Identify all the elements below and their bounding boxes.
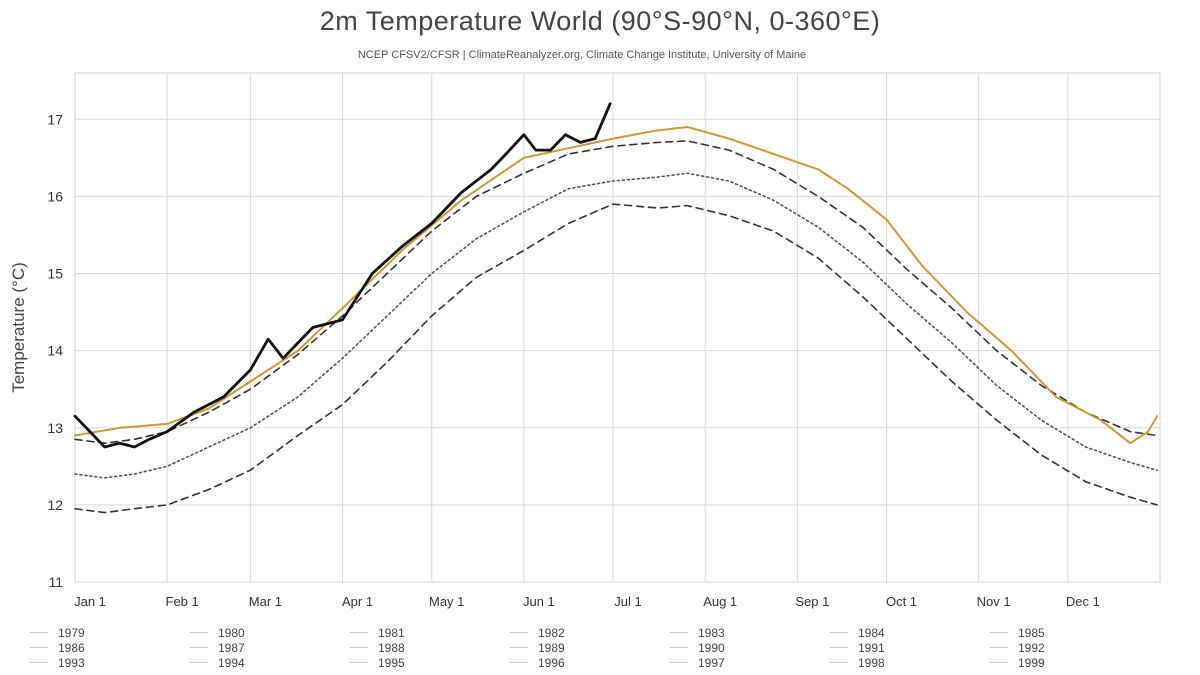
legend-swatch (830, 662, 848, 663)
current-year-line (73, 102, 612, 449)
legend-swatch (190, 662, 208, 663)
y-tick-label: 17 (47, 111, 63, 127)
legend-label: 1999 (1018, 656, 1045, 670)
legend-label: 1983 (698, 626, 725, 640)
legend-swatch (990, 647, 1008, 648)
x-tick-label: Oct 1 (886, 594, 917, 609)
legend-swatch (670, 662, 688, 663)
x-tick-label: Jun 1 (523, 594, 555, 609)
legend-label: 1998 (858, 656, 885, 670)
plot-area (74, 72, 1161, 583)
chart-subtitle: NCEP CFSV2/CFSR | ClimateReanalyzer.org,… (357, 49, 807, 61)
legend-label: 1981 (378, 626, 405, 640)
legend-label: 1987 (218, 641, 245, 655)
x-tick-label: Nov 1 (977, 594, 1011, 609)
x-tick-label: Mar 1 (249, 594, 282, 609)
legend-label: 1980 (218, 626, 245, 640)
x-tick-label: Dec 1 (1066, 594, 1100, 609)
legend-swatch (670, 647, 688, 648)
legend-swatch (510, 632, 528, 633)
legend-label: 1988 (378, 641, 405, 655)
legend-label: 1991 (858, 641, 885, 655)
x-tick-label: May 1 (429, 594, 464, 609)
legend-label: 1992 (1018, 641, 1045, 655)
legend-swatch (830, 632, 848, 633)
legend-swatch (510, 662, 528, 663)
legend-label: 1982 (538, 626, 565, 640)
legend-label: 1985 (1018, 626, 1045, 640)
legend-swatch (30, 632, 48, 633)
legend-swatch (670, 632, 688, 633)
legend-swatch (990, 632, 1008, 633)
legend-label: 1990 (698, 641, 725, 655)
legend-label: 1993 (58, 656, 85, 670)
highlight-year-line (74, 126, 1158, 445)
legend-swatch (350, 632, 368, 633)
legend-swatch (190, 632, 208, 633)
legend-label: 1996 (538, 656, 565, 670)
x-tick-label: Feb 1 (166, 594, 199, 609)
legend-label: 1989 (538, 641, 565, 655)
legend-swatch (30, 647, 48, 648)
y-tick-label: 11 (48, 574, 63, 590)
y-axis-label: Temperature (°C) (9, 262, 28, 393)
x-tick-label: Jan 1 (74, 594, 106, 609)
legend-swatch (990, 662, 1008, 663)
legend-swatch (830, 647, 848, 648)
chart-title: 2m Temperature World (90°S-90°N, 0-360°E… (319, 6, 881, 36)
legend-swatch (510, 647, 528, 648)
mean-line (74, 172, 1158, 479)
y-tick-label: 12 (47, 497, 63, 513)
legend-label: 1997 (698, 656, 725, 670)
y-tick-label: 14 (47, 343, 63, 359)
legend-swatch (190, 647, 208, 648)
legend-label: 1994 (218, 656, 245, 670)
y-tick-label: 16 (47, 188, 63, 204)
legend-label: 1979 (58, 626, 85, 640)
legend-label: 1986 (58, 641, 85, 655)
x-tick-label: Apr 1 (342, 594, 373, 609)
legend-label: 1995 (378, 656, 405, 670)
y-tick-label: 15 (47, 266, 63, 282)
x-tick-label: Sep 1 (795, 594, 829, 609)
sigma-line (74, 203, 1158, 514)
y-tick-label: 13 (47, 420, 63, 436)
x-tick-label: Jul 1 (614, 594, 641, 609)
legend-swatch (30, 662, 48, 663)
legend-swatch (350, 662, 368, 663)
x-tick-label: Aug 1 (703, 594, 737, 609)
legend-swatch (350, 647, 368, 648)
legend-label: 1984 (858, 626, 885, 640)
sigma-line (74, 140, 1158, 445)
temperature-chart: 11 12 13 14 15 16 17 Jan 1 Feb 1 Mar 1 Apr 1 May 1 J… (9, 72, 1161, 609)
